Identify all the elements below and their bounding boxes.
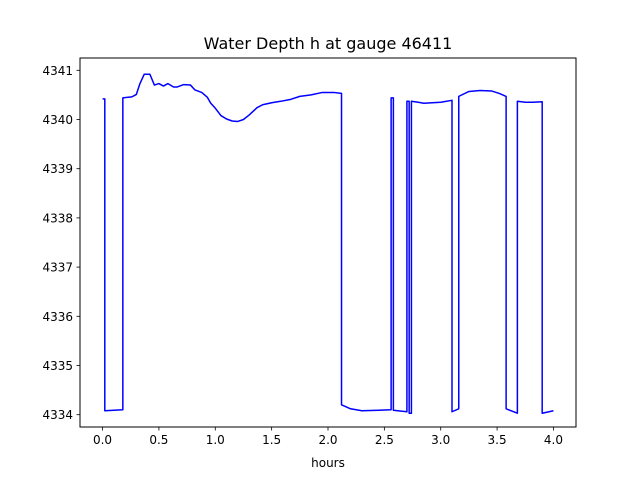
y-tick-label: 4341 bbox=[42, 64, 73, 78]
y-tick-label: 4340 bbox=[42, 113, 73, 127]
y-tick-label: 4336 bbox=[42, 310, 73, 324]
x-tick-label: 0.5 bbox=[149, 433, 168, 447]
y-tick-label: 4337 bbox=[42, 261, 73, 275]
x-tick-label: 0.0 bbox=[93, 433, 112, 447]
x-tick-label: 1.0 bbox=[206, 433, 225, 447]
y-axis: 4334 4335 4336 4337 4338 4339 4340 4341 bbox=[42, 64, 80, 422]
y-tick-label: 4338 bbox=[42, 211, 73, 225]
y-tick-label: 4339 bbox=[42, 162, 73, 176]
x-tick-label: 2.5 bbox=[375, 433, 394, 447]
plot-content bbox=[102, 73, 554, 414]
series-line-0 bbox=[102, 73, 554, 414]
x-tick-label: 3.0 bbox=[431, 433, 450, 447]
y-tick-label: 4334 bbox=[42, 408, 73, 422]
x-tick-label: 3.5 bbox=[488, 433, 507, 447]
chart-title: Water Depth h at gauge 46411 bbox=[204, 34, 453, 53]
x-tick-label: 2.0 bbox=[318, 433, 337, 447]
y-tick-label: 4335 bbox=[42, 359, 73, 373]
x-tick-label: 4.0 bbox=[544, 433, 563, 447]
x-axis: 0.0 0.5 1.0 1.5 2.0 2.5 3.0 3.5 4.0 bbox=[93, 427, 563, 447]
x-tick-label: 1.5 bbox=[262, 433, 281, 447]
x-axis-label: hours bbox=[311, 456, 345, 470]
